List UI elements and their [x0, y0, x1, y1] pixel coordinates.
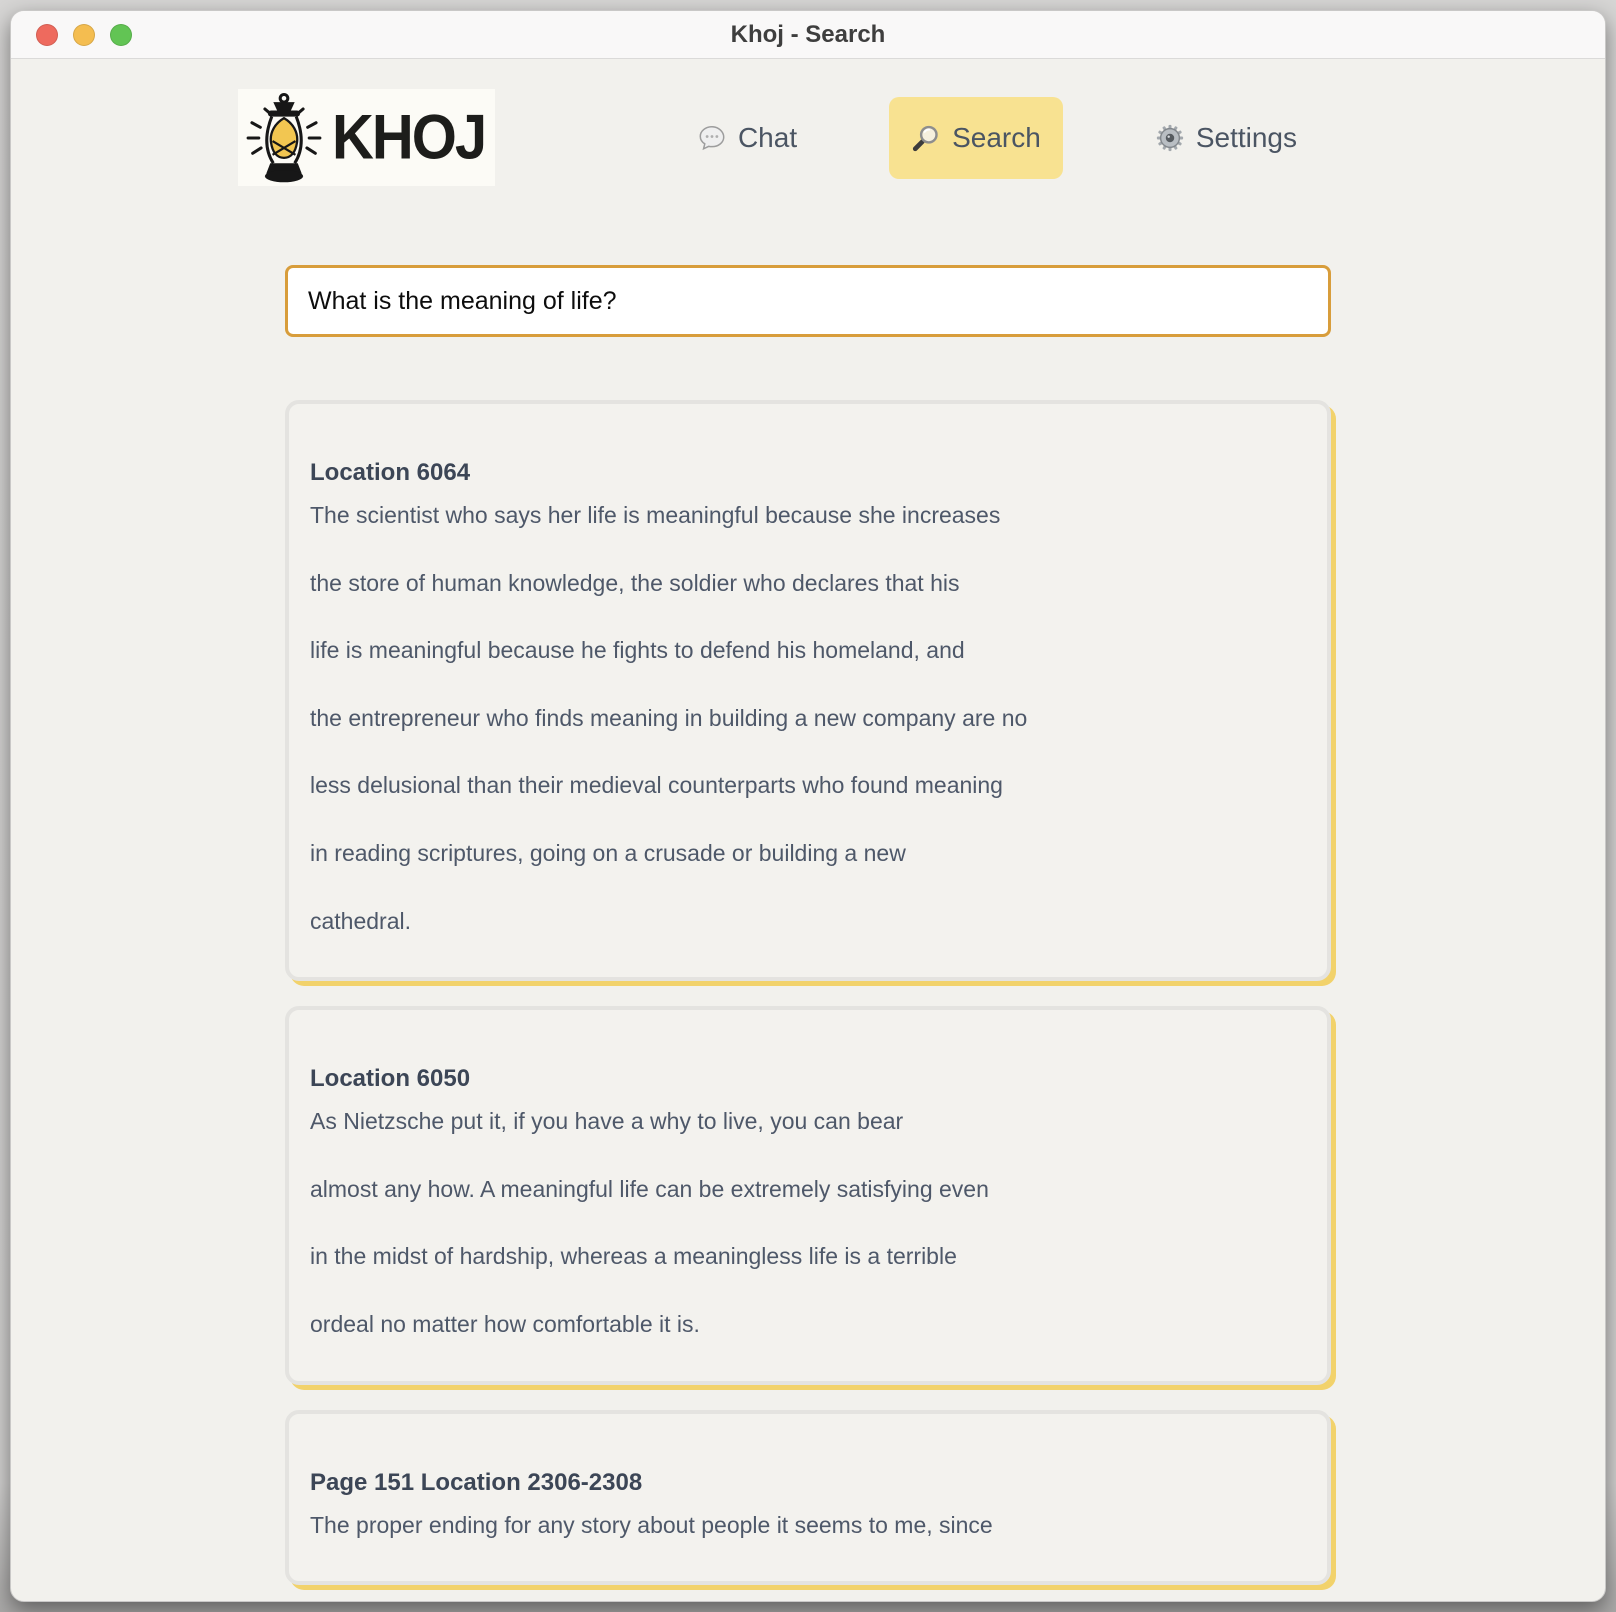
- result-line: the store of human knowledge, the soldie…: [310, 569, 960, 596]
- result-line: cathedral.: [310, 907, 412, 934]
- khoj-window: Khoj - Search: [10, 10, 1606, 1602]
- result-text: As Nietzsche put it, if you have a why t…: [310, 1108, 1303, 1338]
- header: KHOJ Chat: [11, 89, 1605, 186]
- speech-balloon-icon: [699, 125, 725, 150]
- nav-search-label: Search: [952, 121, 1041, 153]
- search-result-card[interactable]: Location 6064 The scientist who says her…: [285, 400, 1331, 982]
- logo-wordmark: KHOJ: [332, 102, 487, 173]
- main-content: KHOJ Chat: [11, 59, 1605, 1601]
- result-location-heading: Location 6050: [310, 1065, 471, 1093]
- lantern-icon: [246, 92, 322, 182]
- window-titlebar[interactable]: Khoj - Search: [11, 11, 1605, 59]
- window-title: Khoj - Search: [730, 20, 886, 48]
- close-button[interactable]: [36, 23, 58, 46]
- result-line: As Nietzsche put it, if you have a why t…: [310, 1108, 904, 1135]
- search-result-card[interactable]: Page 151 Location 2306-2308 The proper e…: [285, 1409, 1331, 1586]
- traffic-lights: [36, 11, 132, 58]
- result-line: The proper ending for any story about pe…: [310, 1511, 993, 1538]
- search-result-card[interactable]: Location 6050 As Nietzsche put it, if yo…: [285, 1006, 1331, 1385]
- result-location-heading: Location 6064: [310, 459, 471, 486]
- khoj-logo[interactable]: KHOJ: [238, 89, 496, 186]
- nav-settings[interactable]: Settings: [1133, 97, 1319, 179]
- main-nav: Chat Search: [675, 96, 1319, 179]
- result-line: in reading scriptures, going on a crusad…: [310, 839, 906, 866]
- nav-chat[interactable]: Chat: [675, 97, 819, 179]
- result-line: the entrepreneur who finds meaning in bu…: [310, 704, 1028, 731]
- result-text: The scientist who says her life is meani…: [310, 502, 1303, 935]
- minimize-button[interactable]: [73, 23, 95, 46]
- result-line: less delusional than their medieval coun…: [310, 772, 1003, 799]
- results-list: Location 6064 The scientist who says her…: [11, 400, 1605, 1586]
- result-line: The scientist who says her life is meani…: [310, 502, 1001, 528]
- search-input[interactable]: [285, 265, 1331, 337]
- magnifying-glass-icon: [912, 125, 938, 151]
- gear-icon: [1156, 124, 1183, 151]
- result-line: in the midst of hardship, whereas a mean…: [310, 1243, 957, 1270]
- result-line: ordeal no matter how comfortable it is.: [310, 1310, 700, 1337]
- nav-settings-label: Settings: [1195, 121, 1297, 153]
- result-text: The proper ending for any story about pe…: [310, 1512, 1303, 1540]
- nav-chat-label: Chat: [737, 121, 798, 153]
- result-line: almost any how. A meaningful life can be…: [310, 1175, 989, 1202]
- result-line: life is meaningful because he fights to …: [310, 637, 965, 664]
- nav-search[interactable]: Search: [889, 96, 1063, 179]
- result-location-heading: Page 151 Location 2306-2308: [310, 1468, 643, 1496]
- zoom-button[interactable]: [110, 23, 132, 46]
